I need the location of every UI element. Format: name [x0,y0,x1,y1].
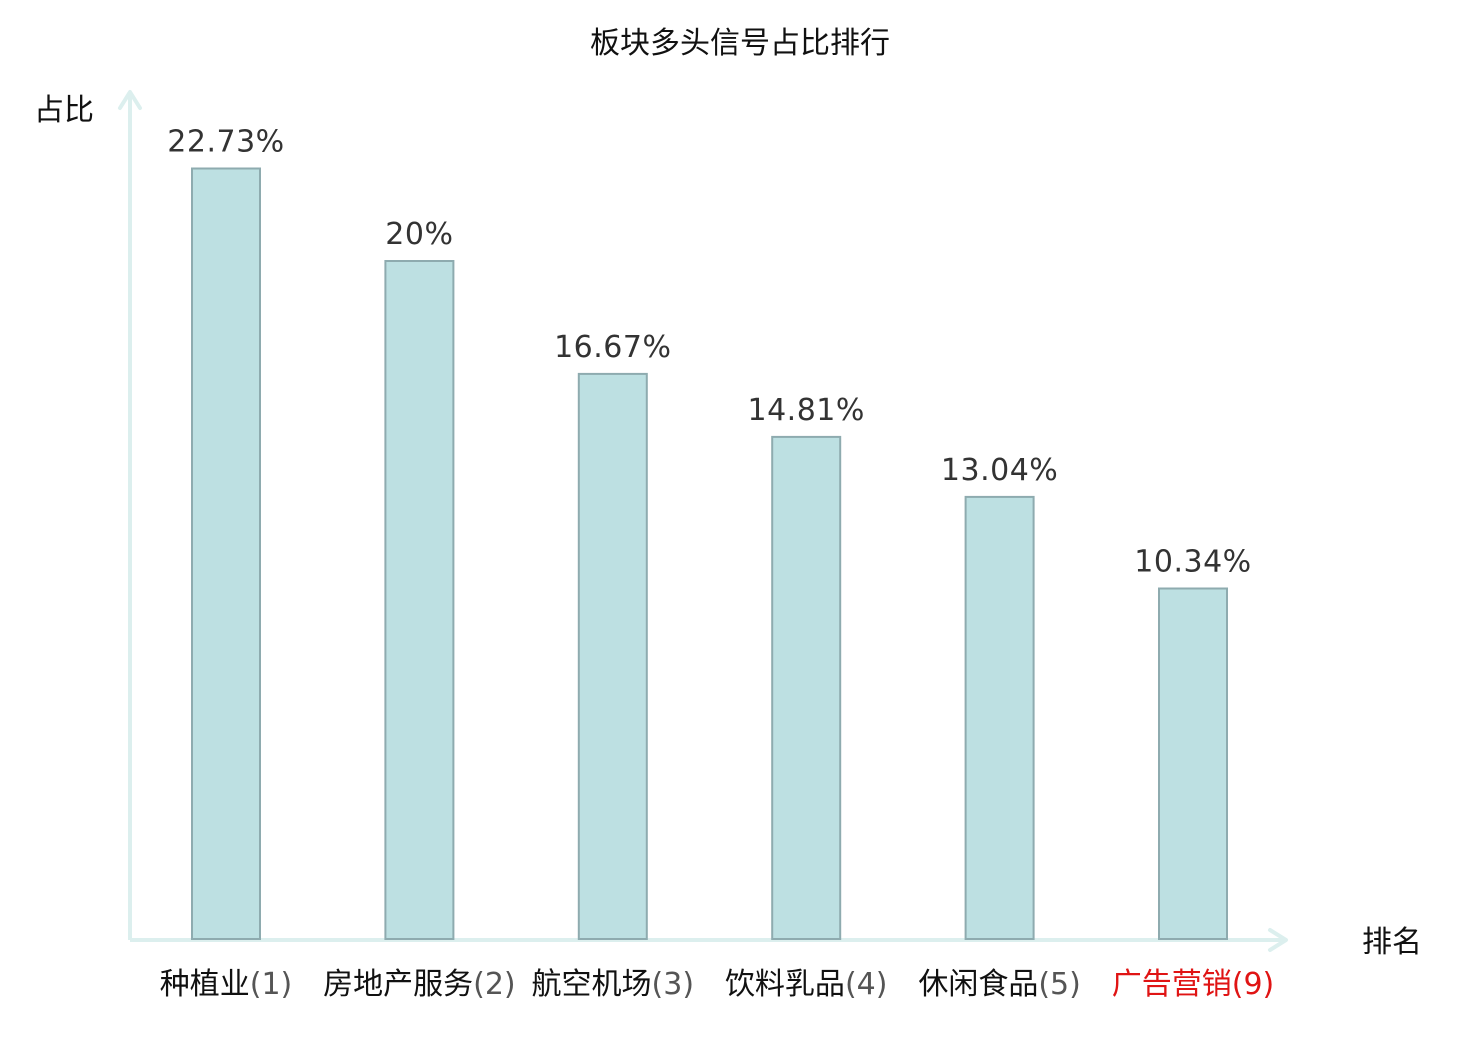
bars-group [191,167,1228,940]
value-label-5: 13.04% [941,453,1058,488]
category-label-1: 种植业(1) [160,967,293,1002]
y-axis [118,90,142,940]
x-axis-arrowhead [1268,928,1288,952]
category-label-2: 房地产服务(2) [323,967,516,1002]
category-label-3: 航空机场(3) [532,967,695,1002]
value-label-2: 20% [385,217,453,252]
category-labels-group: 种植业(1) 房地产服务(2) 航空机场(3) 饮料乳品(4) 休闲食品(5) 广告营销(… [160,967,1275,1002]
value-label-3: 16.67% [554,330,671,365]
bar-4 [771,435,842,940]
bar-6 [1158,587,1228,940]
bar-2 [384,260,455,940]
bar-5 [964,495,1035,940]
value-label-4: 14.81% [748,393,865,428]
y-axis-arrowhead [118,90,142,110]
category-label-5: 休闲食品(5) [918,967,1081,1002]
category-label-6: 广告营销(9) [1112,967,1275,1002]
x-axis [130,928,1288,952]
value-labels-group: 22.73% 20% 16.67% 14.81% 13.04% 10.34% [167,125,1251,580]
value-label-6: 10.34% [1134,545,1251,580]
chart-title: 板块多头信号占比排行 [590,26,890,61]
value-label-1: 22.73% [167,125,284,160]
category-label-4: 饮料乳品(4) [725,967,888,1002]
bar-1 [191,167,261,940]
y-axis-title: 占比 [34,93,94,128]
bar-3 [577,372,648,940]
x-axis-title: 排名 [1362,925,1422,960]
